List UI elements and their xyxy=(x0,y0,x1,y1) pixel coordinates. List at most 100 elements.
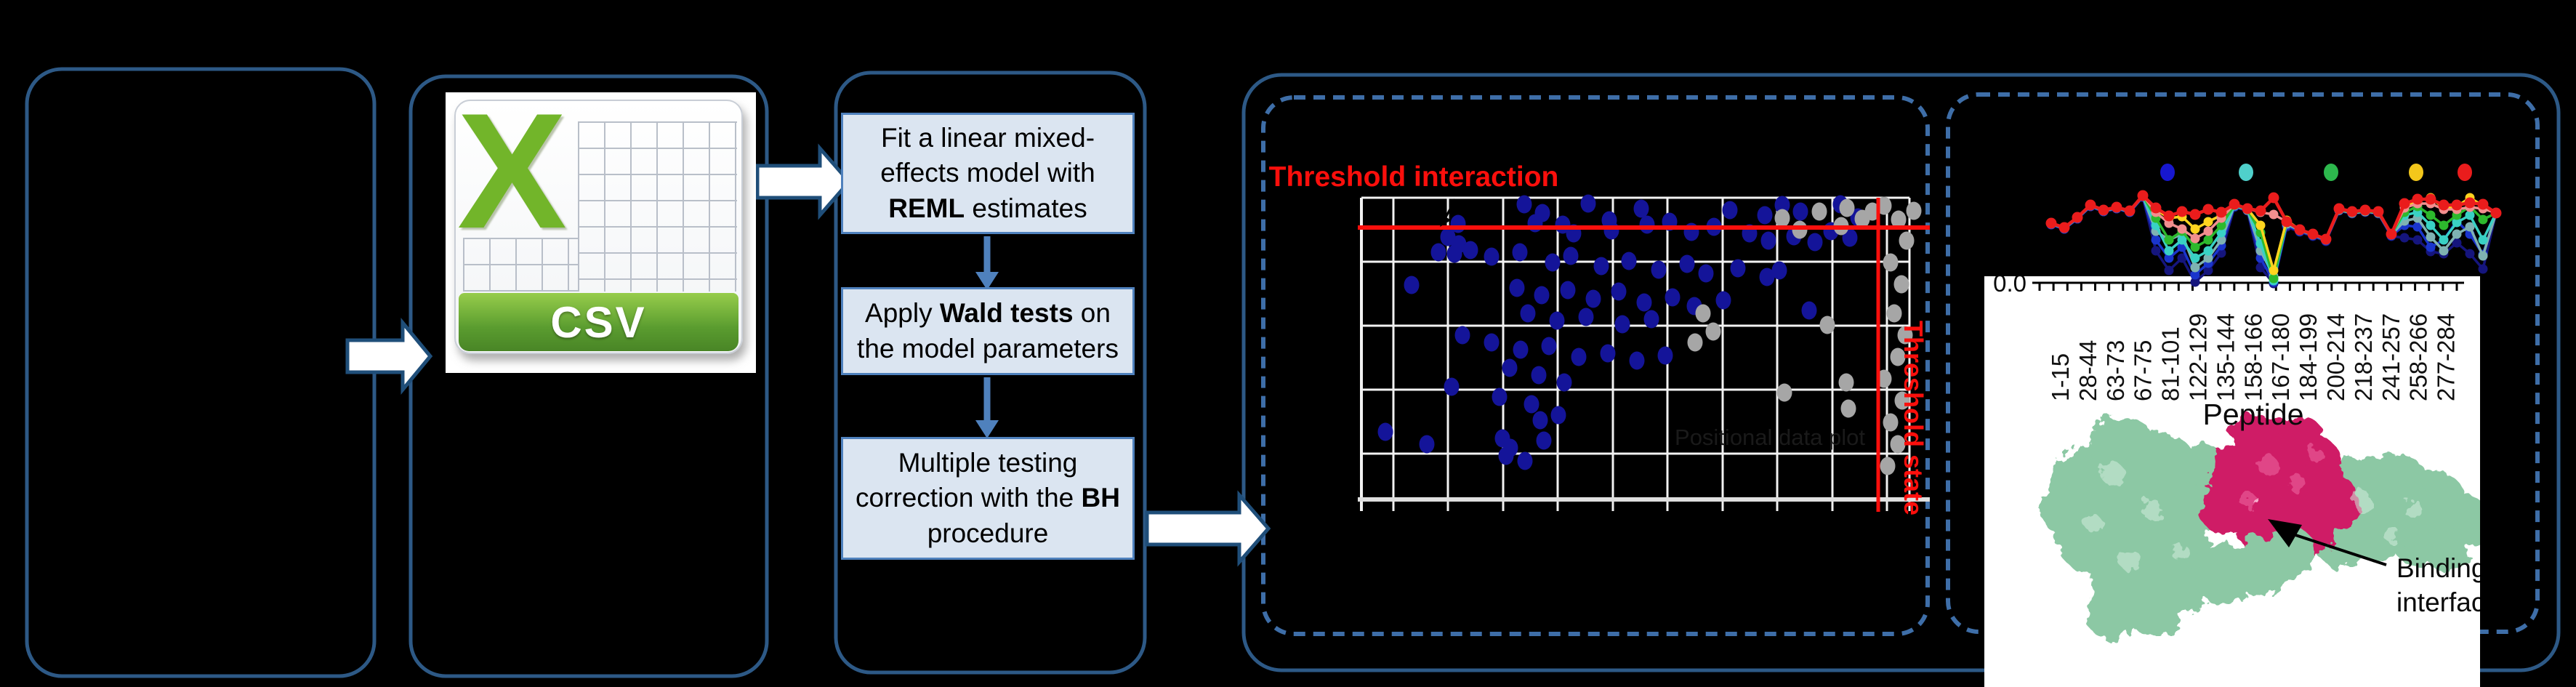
legend-dot-icon xyxy=(2324,164,2338,181)
uptake-point xyxy=(2203,217,2213,227)
uptake-point xyxy=(2346,206,2358,217)
uptake-point xyxy=(2164,265,2174,276)
uptake-point xyxy=(2438,199,2450,211)
data-point xyxy=(1883,413,1899,432)
peptide-tick-label: 258-266 xyxy=(2405,313,2432,401)
uptake-point xyxy=(2177,235,2187,245)
flow-step-bh: Multiple testing correction with the BH … xyxy=(841,437,1135,560)
arrow-input-to-csv-icon xyxy=(345,318,433,395)
flow-step-wald-text: Apply Wald tests on the model parameters xyxy=(857,298,1119,363)
data-point xyxy=(1792,202,1808,221)
data-point xyxy=(1580,194,1596,213)
peptide-tick-label: 63-73 xyxy=(2102,340,2129,401)
uptake-point xyxy=(2255,220,2266,230)
data-point xyxy=(1894,391,1910,410)
peptide-tick-label: 1-15 xyxy=(2047,353,2074,401)
scatter-series-significant-peptides xyxy=(1377,194,1866,470)
protein-highlight xyxy=(2308,447,2322,462)
scatter-x-axis xyxy=(1358,497,1930,502)
data-point xyxy=(1771,261,1787,280)
uptake-point xyxy=(2465,210,2475,220)
peptide-tick-label: 241-257 xyxy=(2378,313,2404,401)
data-point xyxy=(1611,282,1627,301)
protein-highlight xyxy=(2085,515,2102,532)
uptake-point xyxy=(2439,246,2449,256)
uptake-point xyxy=(2451,199,2463,211)
uptake-point xyxy=(2190,242,2200,252)
uptake-point xyxy=(2098,204,2109,216)
protein-highlights xyxy=(2085,447,2423,571)
flow-step-wald: Apply Wald tests on the model parameters xyxy=(841,287,1135,375)
data-point xyxy=(1498,446,1514,465)
uptake-line-chart xyxy=(2045,190,2502,289)
scatter-faint-label: Positional data plot xyxy=(1675,425,1865,450)
uptake-point xyxy=(2399,233,2410,243)
uptake-point xyxy=(2203,235,2213,245)
uptake-point xyxy=(2164,246,2174,256)
uptake-point xyxy=(2490,207,2502,219)
uptake-point xyxy=(2045,217,2057,229)
data-point xyxy=(1560,281,1576,300)
data-point xyxy=(1665,288,1681,307)
uptake-point xyxy=(2439,235,2449,245)
uptake-point xyxy=(2439,220,2449,230)
threshold-state-label: Threshold state xyxy=(1899,321,1928,515)
protein-highlight xyxy=(2172,544,2189,561)
data-point xyxy=(1531,366,1547,385)
csv-spreadsheet-grid-small-icon xyxy=(463,238,579,292)
uptake-point xyxy=(2151,246,2161,256)
uptake-point xyxy=(2242,203,2253,214)
arrow-csv-to-model-icon xyxy=(755,143,852,220)
flow-arrow-2-head-icon xyxy=(975,420,999,438)
uptake-point xyxy=(2412,193,2423,205)
data-point xyxy=(1839,198,1855,217)
data-point xyxy=(1541,337,1557,355)
csv-banner-label: CSV xyxy=(459,293,738,351)
data-point xyxy=(1536,431,1552,450)
uptake-point xyxy=(2386,228,2397,240)
uptake-point xyxy=(2269,209,2279,220)
protein-blob xyxy=(2231,414,2275,458)
panel-input-box xyxy=(25,67,377,678)
data-point xyxy=(1585,289,1601,308)
uptake-point xyxy=(2203,253,2213,263)
protein-blob xyxy=(2200,481,2255,537)
uptake-point xyxy=(2465,222,2475,232)
data-point xyxy=(1864,202,1880,221)
data-point xyxy=(1462,241,1478,260)
data-point xyxy=(1614,315,1630,334)
protein-blob xyxy=(2263,526,2316,579)
data-point xyxy=(1893,275,1909,294)
protein-structure-image xyxy=(2040,414,2480,640)
uptake-point xyxy=(2359,204,2371,216)
uptake-point xyxy=(2465,249,2475,259)
uptake-point xyxy=(2190,277,2200,287)
uptake-point xyxy=(2177,224,2187,234)
uptake-point xyxy=(2425,193,2436,205)
uptake-point xyxy=(2281,216,2293,228)
uptake-point xyxy=(2268,192,2279,204)
uptake-point xyxy=(2203,226,2213,236)
flow-arrow-1-head-icon xyxy=(975,272,999,290)
uptake-point xyxy=(2190,270,2200,280)
protein-highlight xyxy=(2258,455,2278,475)
data-point xyxy=(1807,233,1823,252)
uptake-point xyxy=(2255,262,2266,273)
data-point xyxy=(1377,422,1393,441)
data-point xyxy=(1534,286,1550,305)
csv-file-page: X CSV xyxy=(454,100,743,354)
peptide-tick-label: 277-284 xyxy=(2433,313,2460,401)
protein-highlight xyxy=(2352,491,2372,512)
uptake-point xyxy=(2164,253,2174,263)
peptide-tick-label: 122-129 xyxy=(2185,313,2212,401)
data-point xyxy=(1897,326,1913,345)
uptake-point xyxy=(2202,204,2214,215)
data-point xyxy=(1545,253,1561,272)
protein-highlight xyxy=(2141,499,2162,519)
uptake-point xyxy=(2229,198,2240,210)
peptide-tick-label: 167-180 xyxy=(2267,313,2294,401)
timepoint-legend-dots xyxy=(2160,164,2472,181)
data-point xyxy=(1698,264,1714,283)
protein-blob xyxy=(2364,478,2434,547)
data-point xyxy=(1502,358,1518,377)
